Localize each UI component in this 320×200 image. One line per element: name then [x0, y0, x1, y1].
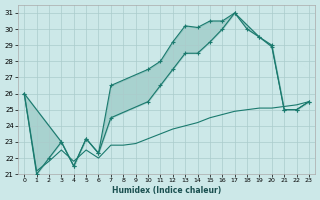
X-axis label: Humidex (Indice chaleur): Humidex (Indice chaleur) — [112, 186, 221, 195]
